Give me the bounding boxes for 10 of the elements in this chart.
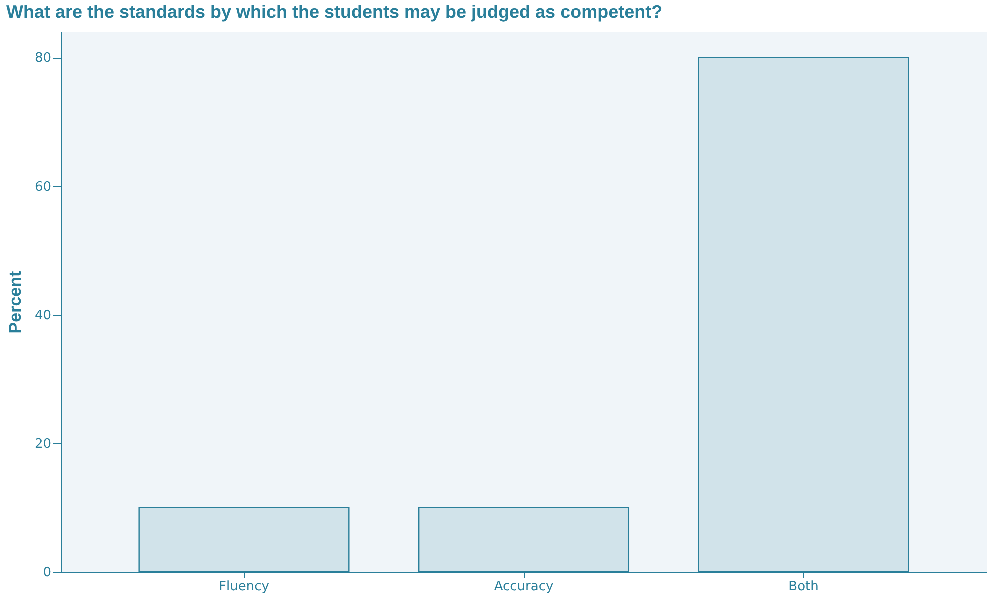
x-tick-label: Fluency — [219, 580, 270, 594]
x-tick-label: Both — [788, 580, 819, 594]
y-tick-label: 40 — [34, 308, 52, 324]
y-tick-label: 60 — [34, 180, 52, 195]
chart-title: What are the standards by which the students may be judged as competent? — [6, 2, 663, 22]
x-tick-label: Accuracy — [494, 580, 554, 594]
y-axis-title: Percent — [6, 270, 25, 334]
y-tick-label: 80 — [34, 51, 52, 66]
y-tick-label: 0 — [43, 566, 52, 580]
y-tick-label: 20 — [34, 436, 52, 452]
